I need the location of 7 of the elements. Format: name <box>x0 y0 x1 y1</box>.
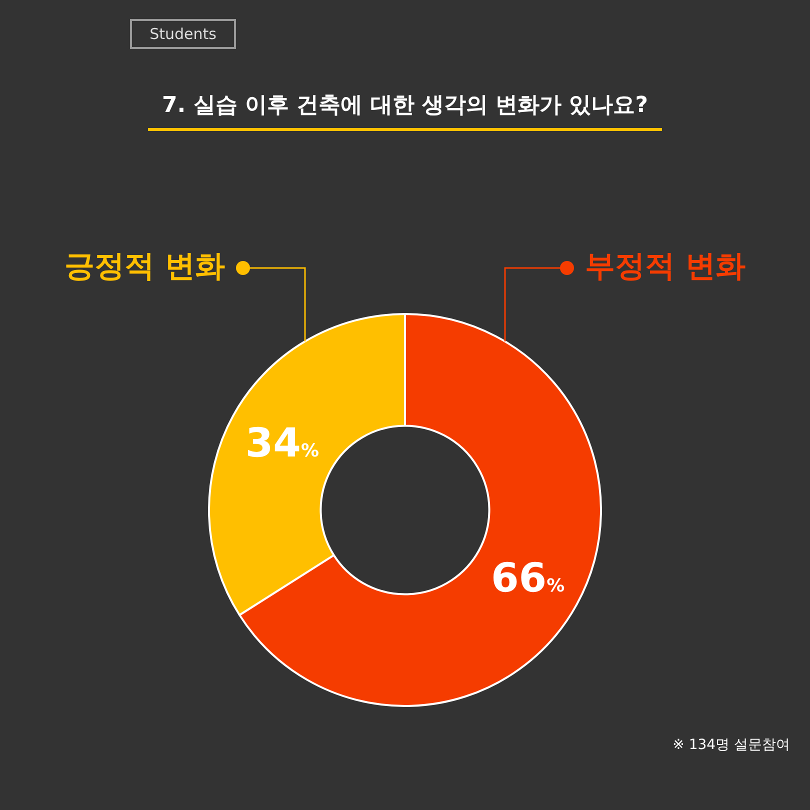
data-label: 66% <box>490 556 565 602</box>
legend-label: 부정적 변화 <box>585 248 746 284</box>
data-label: 34% <box>245 420 320 466</box>
slice-label: 긍정적 변화 <box>64 248 225 284</box>
text: Students <box>130 19 236 49</box>
chart-title: 7. 실습 이후 건축에 대한 생각의 변화가 있나요? <box>148 90 662 131</box>
text: ※ 134명 설문참여 <box>672 736 790 754</box>
